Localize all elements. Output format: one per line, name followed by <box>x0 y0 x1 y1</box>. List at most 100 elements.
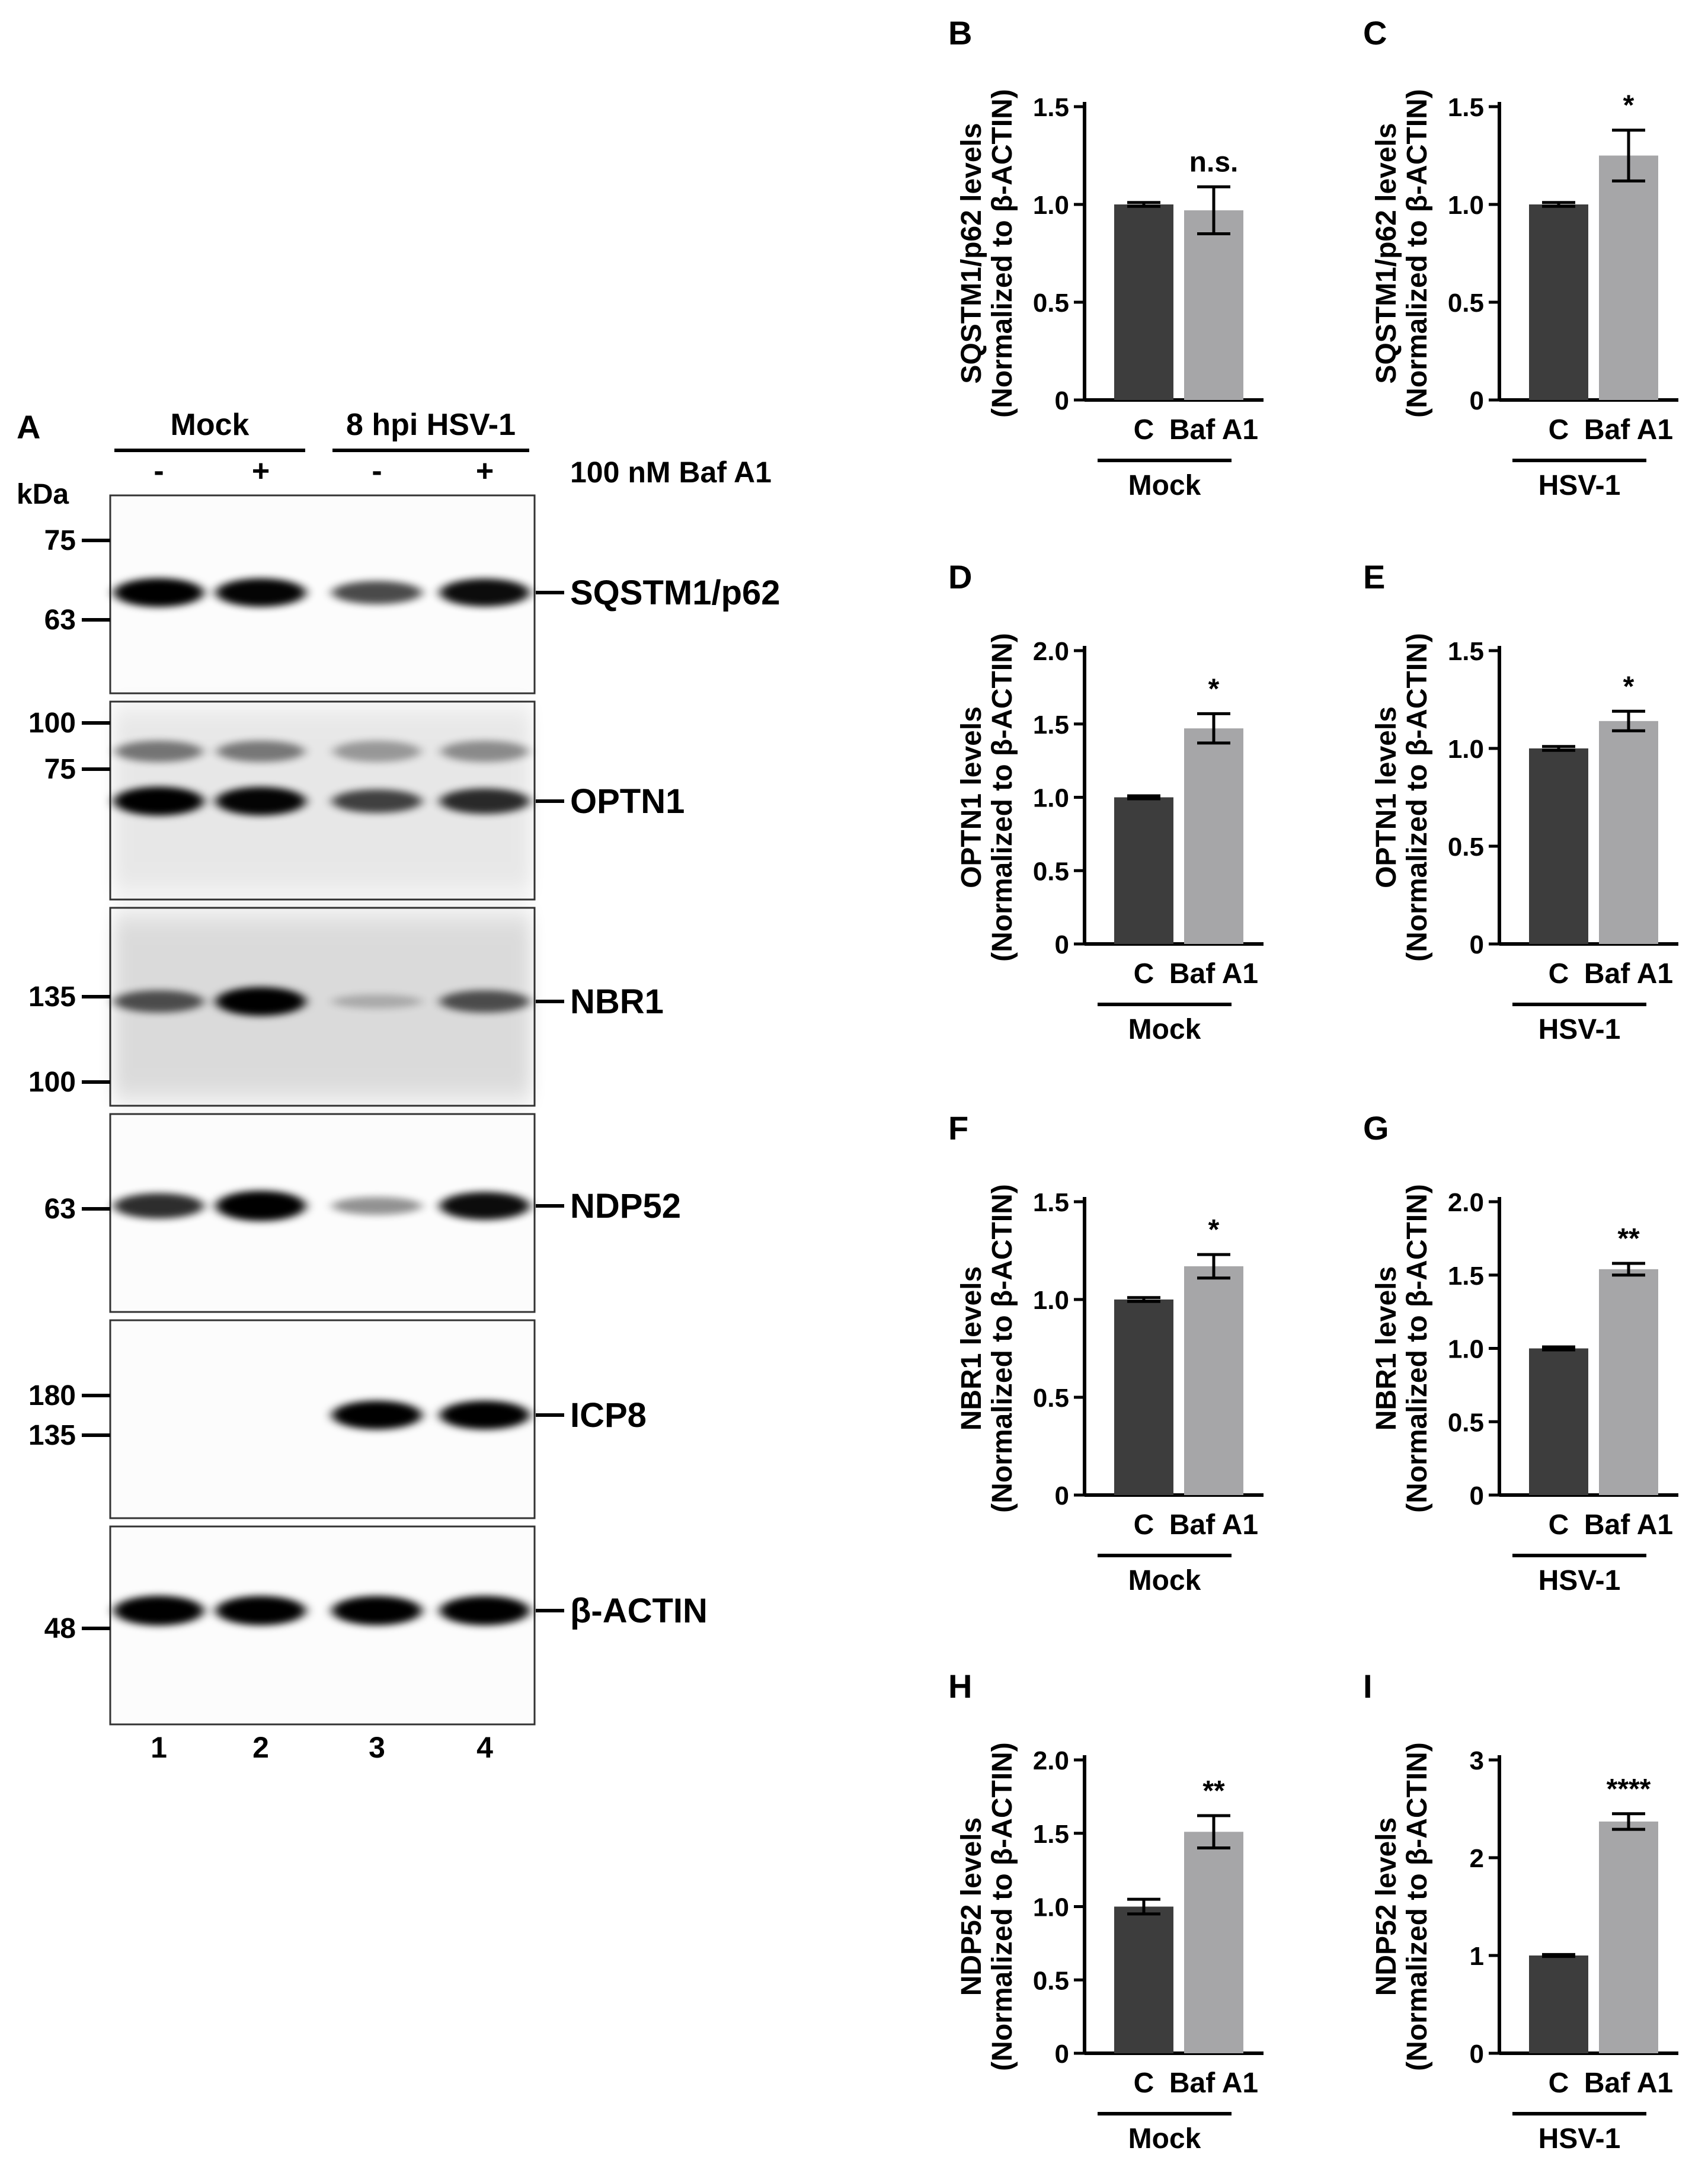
group-label: HSV-1 <box>1539 1565 1621 1596</box>
y-tick-label: 1.0 <box>1448 1335 1484 1364</box>
y-axis-label: NBR1 levels(Normalized to β-ACTIN) <box>956 1184 1018 1513</box>
y-axis-label-line: NBR1 levels <box>956 1266 987 1430</box>
marker-label: 75 <box>44 754 76 785</box>
band <box>441 741 529 762</box>
lane-number: 2 <box>252 1731 269 1764</box>
kda-label: kDa <box>17 479 69 510</box>
marker-label: 135 <box>28 981 76 1013</box>
category-label: C <box>1549 1509 1569 1541</box>
y-tick-label: 1.5 <box>1448 93 1484 122</box>
significance-label: * <box>1208 673 1220 705</box>
bar <box>1599 721 1658 944</box>
chart-panel-f: F NBR1 levels(Normalized to β-ACTIN) 0 0.5 1… <box>948 1109 1264 1596</box>
y-tick-label: 2 <box>1470 1844 1484 1873</box>
y-axis-label-line: (Normalized to β-ACTIN) <box>1402 1184 1433 1513</box>
bar <box>1599 1821 1658 2053</box>
y-axis-label-line: SQSTM1/p62 levels <box>956 123 987 383</box>
significance-label: * <box>1623 671 1635 702</box>
y-axis-label-line: NDP52 levels <box>1371 1817 1402 1996</box>
treatment-label: 100 nM Baf A1 <box>570 456 772 489</box>
band <box>332 1196 422 1215</box>
group-label: HSV-1 <box>1539 2123 1621 2155</box>
marker-label: 100 <box>28 708 76 739</box>
bar <box>1599 1269 1658 1495</box>
band <box>114 578 204 607</box>
bar <box>1114 1906 1173 2053</box>
y-tick-label: 0 <box>1055 2040 1069 2069</box>
y-tick-label: 1.0 <box>1033 1893 1069 1922</box>
group-label: Mock <box>1128 1565 1201 1596</box>
bar <box>1599 155 1658 400</box>
bar <box>1114 797 1173 944</box>
y-axis-label-line: (Normalized to β-ACTIN) <box>987 89 1018 418</box>
marker-label: 135 <box>28 1420 76 1451</box>
band <box>332 789 422 813</box>
y-tick-label: 1.0 <box>1448 735 1484 764</box>
band <box>216 786 306 816</box>
significance-label: ** <box>1202 1775 1225 1807</box>
band <box>216 1596 306 1625</box>
y-tick-label: 1.5 <box>1033 1820 1069 1849</box>
y-axis-label-line: (Normalized to β-ACTIN) <box>987 1184 1018 1513</box>
y-tick-label: 2.0 <box>1448 1188 1484 1217</box>
band <box>216 987 306 1016</box>
blot-1: OPTN1 100 75 <box>28 700 685 901</box>
band <box>332 1400 422 1430</box>
marker-label: 63 <box>44 604 76 636</box>
bar <box>1184 1832 1243 2053</box>
blot-3: NDP52 63 <box>44 1113 681 1313</box>
y-tick-label: 2.0 <box>1033 637 1069 666</box>
significance-label: * <box>1623 90 1635 121</box>
protein-label: OPTN1 <box>570 782 685 821</box>
protein-label: ICP8 <box>570 1396 647 1435</box>
group-label: Mock <box>1128 2123 1201 2155</box>
panel-letter: F <box>948 1109 968 1147</box>
category-label: Baf A1 <box>1584 414 1673 446</box>
y-tick-label: 0 <box>1055 1481 1069 1510</box>
y-tick-label: 1 <box>1470 1942 1484 1971</box>
y-tick-label: 1.0 <box>1033 1286 1069 1315</box>
chart-panel-d: D OPTN1 levels(Normalized to β-ACTIN) 0 0.5… <box>948 558 1264 1045</box>
y-axis-label-line: OPTN1 levels <box>956 706 987 888</box>
y-tick-label: 2.0 <box>1033 1746 1069 1775</box>
y-tick-label: 0.5 <box>1448 833 1484 862</box>
panel-letter: E <box>1363 558 1385 596</box>
y-tick-label: 0.5 <box>1033 1966 1069 1995</box>
significance-label: * <box>1208 1214 1220 1246</box>
y-tick-label: 1.5 <box>1033 1188 1069 1217</box>
bar <box>1529 748 1588 944</box>
protein-label: NBR1 <box>570 982 664 1021</box>
panel-letter: D <box>948 558 972 596</box>
band <box>216 1190 306 1221</box>
y-axis-label-line: OPTN1 levels <box>1371 706 1402 888</box>
significance-label: n.s. <box>1189 146 1239 178</box>
y-tick-label: 0 <box>1470 386 1484 415</box>
band <box>440 788 530 814</box>
category-label: Baf A1 <box>1584 1509 1673 1541</box>
lane-number: 1 <box>151 1731 167 1764</box>
y-axis-label: SQSTM1/p62 levels(Normalized to β-ACTIN) <box>956 89 1018 418</box>
y-axis-label: OPTN1 levels(Normalized to β-ACTIN) <box>956 633 1018 962</box>
category-label: C <box>1549 414 1569 446</box>
y-axis-label-line: SQSTM1/p62 levels <box>1371 123 1402 383</box>
y-tick-label: 0 <box>1055 386 1069 415</box>
significance-label: ** <box>1617 1223 1640 1254</box>
y-tick-label: 0.5 <box>1033 1384 1069 1413</box>
y-tick-label: 1.0 <box>1033 784 1069 813</box>
category-label: C <box>1134 1509 1154 1541</box>
chart-panel-c: C SQSTM1/p62 levels(Normalized to β-ACTIN… <box>1363 14 1678 501</box>
band <box>333 741 421 762</box>
y-tick-label: 0 <box>1470 1481 1484 1510</box>
bar <box>1184 1266 1243 1495</box>
y-axis-label: NDP52 levels(Normalized to β-ACTIN) <box>1371 1742 1433 2071</box>
y-tick-label: 0 <box>1470 2040 1484 2069</box>
blot-2: NBR1 135 100 <box>28 907 664 1107</box>
chart-panel-e: E OPTN1 levels(Normalized to β-ACTIN) 0 0.5… <box>1363 558 1678 1045</box>
significance-label: **** <box>1607 1774 1651 1805</box>
marker-label: 48 <box>44 1613 76 1644</box>
group-label: Mock <box>1128 470 1201 501</box>
blot-4: ICP8 180 135 <box>28 1319 647 1519</box>
y-tick-label: 0.5 <box>1448 1408 1484 1437</box>
marker-label: 180 <box>28 1380 76 1412</box>
y-axis-label-line: NDP52 levels <box>956 1817 987 1996</box>
